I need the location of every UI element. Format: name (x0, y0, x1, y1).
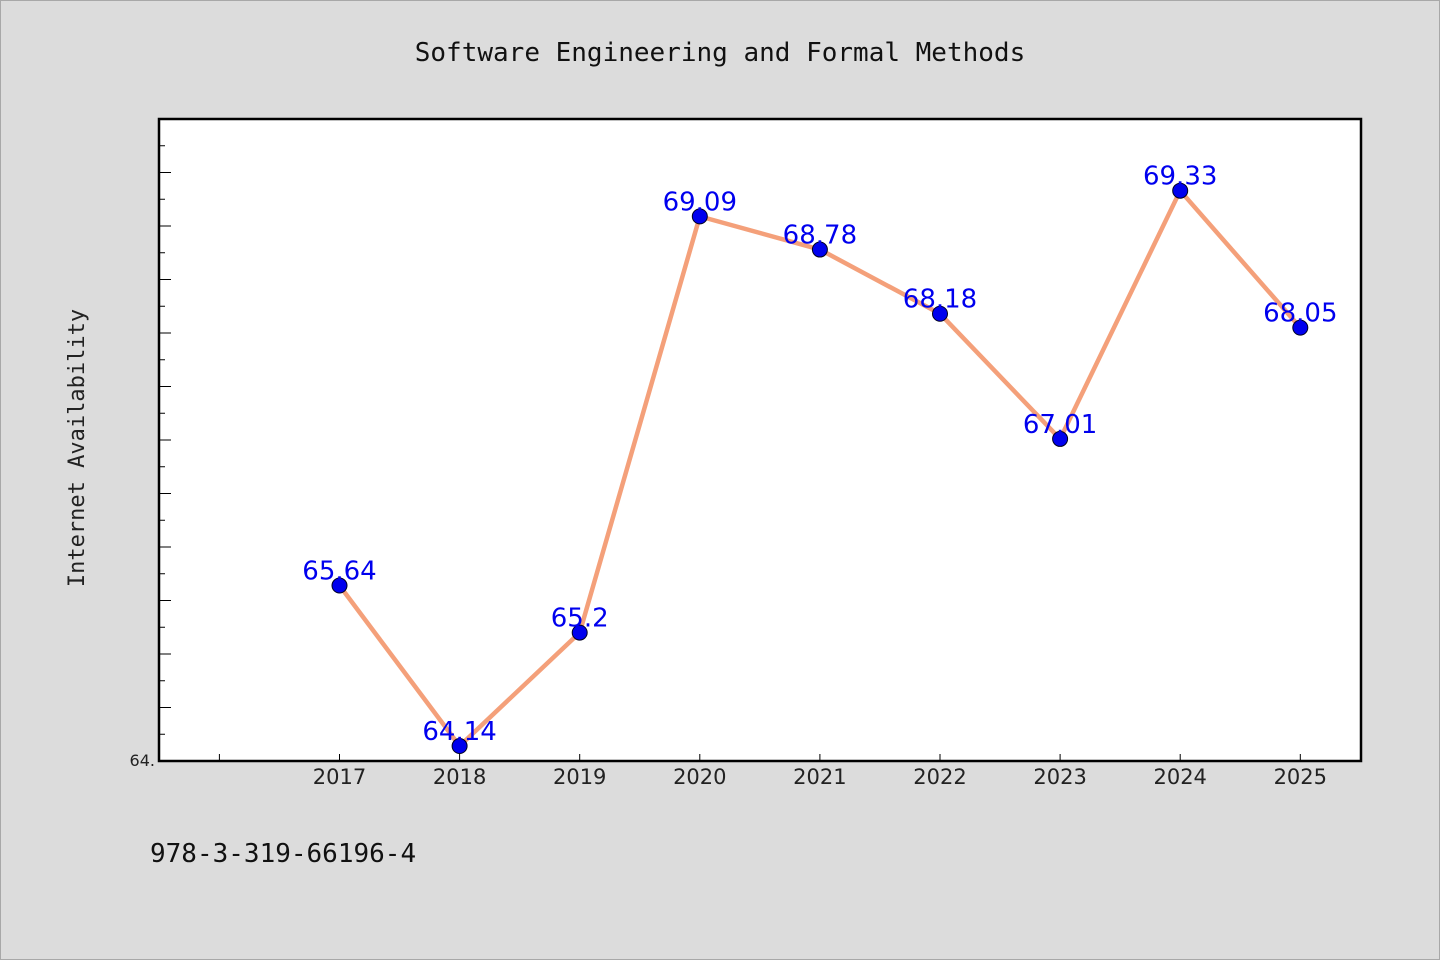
plot-area (157, 117, 1363, 763)
data-point (1172, 182, 1189, 199)
data-label: 68.78 (783, 221, 857, 251)
x-tick-label: 2025 (1274, 765, 1327, 789)
y-axis-ticks (159, 118, 171, 762)
data-label: 69.09 (663, 187, 737, 217)
data-point (932, 305, 948, 322)
x-tick-label: 2019 (553, 765, 606, 789)
data-point (691, 208, 708, 225)
data-label: 64.14 (422, 717, 496, 747)
data-label: 68.18 (903, 285, 977, 315)
x-tick-label: 2024 (1153, 765, 1206, 789)
series-points-group (331, 182, 1309, 755)
data-label: 67.01 (1023, 410, 1097, 440)
footer-isbn: 978-3-319-66196-4 (150, 839, 416, 869)
data-label: 65.2 (551, 604, 609, 634)
data-label: 68.05 (1263, 299, 1337, 329)
x-tick-label: 2020 (673, 765, 726, 789)
x-axis-ticks: 2017 2018 2019 2020 2021 2022 2023 2024 2025 (218, 754, 1327, 789)
data-point (571, 624, 588, 641)
x-tick-label: 2023 (1033, 765, 1086, 789)
x-tick-label: 2022 (913, 765, 966, 789)
data-labels-group: 65.64 64.14 65.2 69.09 68.78 68.18 67.01 69.33 6… (302, 162, 1337, 747)
data-point (451, 738, 468, 755)
y-tick-label-min: 64. (130, 751, 155, 770)
x-tick-label: 2017 (313, 765, 366, 789)
data-label: 69.33 (1143, 162, 1217, 192)
data-point (331, 577, 348, 594)
data-point (811, 241, 828, 258)
x-tick-label: 2021 (793, 765, 846, 789)
x-tick-label: 2018 (433, 765, 486, 789)
data-point (1292, 319, 1309, 336)
y-axis-label: Internet Availability (65, 309, 90, 587)
chart-title: Software Engineering and Formal Methods (415, 38, 1025, 68)
data-point (1052, 430, 1069, 447)
data-label: 65.64 (302, 557, 376, 587)
